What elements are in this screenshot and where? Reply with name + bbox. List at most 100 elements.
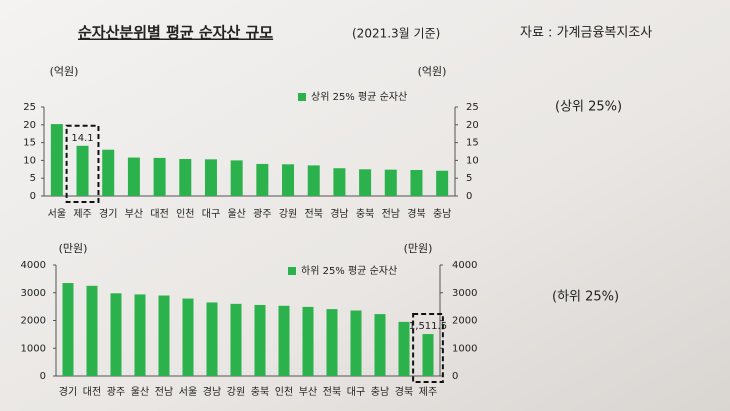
y2-tick-label: 0 (452, 371, 458, 382)
bar (76, 145, 89, 196)
y2-tick-label: 0 (466, 191, 472, 202)
bar (127, 157, 140, 196)
x-tick-label: 제주 (73, 208, 91, 220)
y2-tick-label: 1000 (452, 343, 477, 354)
y2-unit: (만원) (404, 242, 433, 255)
bar (153, 157, 166, 196)
y2-tick-label: 10 (466, 155, 479, 166)
x-tick-label: 울산 (227, 208, 245, 220)
x-tick-label: 부산 (125, 208, 143, 220)
x-tick-label: 대구 (347, 386, 365, 398)
source: 자료 : 가계금융복지조사 (520, 26, 652, 41)
x-tick-label: 전북 (323, 386, 341, 398)
y-unit: (만원) (59, 242, 88, 255)
bar (307, 165, 320, 196)
data-label: 14.1 (71, 133, 93, 144)
x-tick-label: 충북 (251, 386, 269, 398)
x-tick-label: 서울 (48, 208, 66, 220)
legend-swatch (298, 93, 306, 101)
bar (384, 169, 397, 196)
bar (359, 169, 372, 196)
x-tick-label: 전북 (305, 208, 323, 220)
bar (110, 293, 122, 376)
legend-label: 상위 25% 평균 순자산 (311, 90, 407, 103)
bar (86, 285, 98, 376)
x-tick-label: 강원 (279, 208, 297, 220)
page-title: 순자산분위별 평균 순자산 규모 (78, 24, 273, 42)
date-note: (2021.3월 기준) (352, 27, 440, 41)
y-tick-label: 25 (23, 102, 36, 113)
bar (302, 306, 314, 376)
y-tick-label: 15 (23, 138, 36, 149)
x-tick-label: 경북 (395, 385, 413, 398)
bar (102, 149, 115, 196)
y2-tick-label: 3000 (452, 288, 477, 299)
bar (278, 305, 290, 376)
y2-tick-label: 2000 (452, 316, 477, 327)
legend-label: 하위 25% 평균 순자산 (301, 264, 397, 277)
x-tick-label: 제주 (419, 386, 437, 398)
bar (62, 283, 74, 376)
y2-tick-label: 25 (466, 102, 479, 113)
x-tick-label: 경북 (407, 207, 425, 220)
x-tick-label: 충남 (433, 208, 451, 220)
x-tick-label: 부산 (299, 386, 317, 398)
y-tick-label: 5 (30, 173, 36, 184)
x-tick-label: 서울 (179, 386, 197, 398)
bar (436, 170, 449, 196)
annotation: (상위 25%) (555, 100, 622, 115)
bar (256, 163, 269, 196)
annotation: (하위 25%) (552, 290, 619, 305)
x-tick-label: 경남 (330, 207, 348, 220)
x-tick-label: 광주 (107, 386, 125, 398)
y-tick-label: 4000 (21, 260, 46, 271)
x-tick-label: 울산 (131, 386, 149, 398)
x-tick-label: 대전 (83, 386, 101, 398)
legend-swatch (288, 267, 296, 275)
x-tick-label: 대전 (150, 208, 168, 220)
x-tick-label: 경기 (59, 385, 77, 398)
y-tick-label: 2000 (21, 316, 46, 327)
y2-tick-label: 20 (466, 120, 479, 131)
bar (50, 124, 63, 196)
y-tick-label: 1000 (21, 343, 46, 354)
highlight-box (412, 313, 444, 383)
bar (282, 164, 295, 196)
x-tick-label: 전남 (382, 208, 400, 220)
bar (374, 314, 386, 376)
bar (326, 309, 338, 376)
bar (206, 302, 218, 376)
bar (134, 294, 146, 376)
x-tick-label: 경기 (99, 207, 117, 220)
y-tick-label: 0 (40, 371, 46, 382)
bar (230, 160, 243, 196)
bar (158, 295, 170, 376)
bar (204, 159, 217, 196)
data-label: 1,511.5 (409, 321, 447, 332)
y-tick-label: 10 (23, 155, 36, 166)
bar (410, 170, 423, 196)
bar (398, 321, 410, 376)
x-tick-label: 인천 (275, 386, 293, 398)
y2-unit: (억원) (418, 65, 447, 78)
y-tick-label: 20 (23, 120, 36, 131)
y-tick-label: 3000 (21, 288, 46, 299)
y2-tick-label: 5 (466, 173, 472, 184)
x-tick-label: 인천 (176, 208, 194, 220)
x-tick-label: 대구 (202, 208, 220, 220)
y-unit: (억원) (50, 65, 79, 78)
bar (254, 304, 266, 376)
x-tick-label: 경남 (203, 385, 221, 398)
bar (230, 303, 242, 376)
bar (350, 310, 362, 376)
x-tick-label: 전남 (155, 386, 173, 398)
x-tick-label: 충남 (371, 386, 389, 398)
y2-tick-label: 4000 (452, 260, 477, 271)
x-tick-label: 강원 (227, 386, 245, 398)
y-tick-label: 0 (30, 191, 36, 202)
bar (179, 158, 192, 196)
bar (333, 168, 346, 196)
bar (182, 298, 194, 376)
